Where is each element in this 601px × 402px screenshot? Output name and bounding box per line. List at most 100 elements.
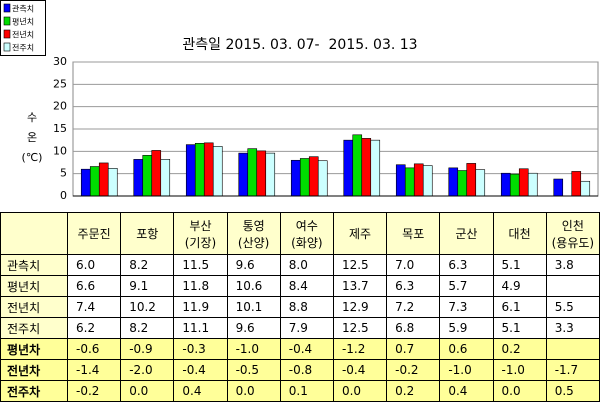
bar bbox=[89, 166, 100, 197]
bar bbox=[413, 163, 424, 197]
y-tick-label: 15 bbox=[53, 122, 67, 135]
table-row: 평년차 -0.6 -0.9 -0.3 -1.0 -0.4 -1.2 0.7 0.6 0.2 bbox=[0, 338, 601, 360]
table-cell: 6.1 bbox=[492, 296, 547, 318]
table-cell: -0.4 bbox=[173, 359, 228, 381]
table-cell bbox=[545, 275, 601, 297]
bar bbox=[518, 168, 529, 197]
bar bbox=[317, 160, 328, 197]
legend-label: 전년치 bbox=[12, 30, 34, 40]
table-cell: 8.4 bbox=[279, 275, 334, 297]
table-cell: 6.6 bbox=[66, 275, 122, 297]
table-cell: 0.4 bbox=[439, 380, 494, 402]
table-cell: 8.2 bbox=[120, 317, 175, 339]
table-cell: 전주치 bbox=[0, 317, 68, 339]
table-cell: 7.0 bbox=[386, 254, 441, 276]
table-cell: 주문진 bbox=[66, 212, 122, 255]
table-row: 전년차 -1.4 -2.0 -0.4 -0.5 -0.8 -0.4 -0.2 -1.0 -1.0-… bbox=[0, 359, 601, 381]
table-cell: -0.9 bbox=[120, 338, 175, 360]
table-cell: 제주 bbox=[332, 212, 388, 255]
y-tick-label: 20 bbox=[53, 100, 67, 113]
bar bbox=[553, 178, 564, 197]
table-cell: 6.3 bbox=[386, 275, 441, 297]
bar bbox=[107, 168, 118, 197]
y-tick-label: 30 bbox=[53, 55, 67, 68]
table-cell: -1.0 bbox=[492, 359, 547, 381]
bar bbox=[80, 168, 91, 197]
table-cell: 3.8 bbox=[545, 254, 601, 276]
table-cell: 여수 (화양) bbox=[279, 212, 334, 255]
table-row: 주문진 포항 부산 (기장) 통영 (산양) 여수 (화양) 제주 목포 군산 대천 인천 (용유… bbox=[0, 212, 601, 255]
y-tick-label: 25 bbox=[53, 77, 67, 90]
bar bbox=[151, 150, 162, 197]
chart-title: 관측일 2015. 03. 07- 2015. 03. 13 bbox=[182, 37, 417, 53]
bar bbox=[203, 142, 214, 197]
table-cell: 8.0 bbox=[279, 254, 334, 276]
bar bbox=[238, 152, 249, 197]
table-cell: -0.5 bbox=[226, 359, 281, 381]
y-tick-label: 10 bbox=[53, 144, 67, 157]
table-cell: 관측치 bbox=[0, 254, 68, 276]
table-row: 전주차 -0.2 0.0 0.4 0.0 0.1 0.0 0.2 0.4 0.0 0.5 bbox=[0, 380, 601, 402]
bar bbox=[212, 146, 223, 197]
bar bbox=[343, 139, 354, 197]
bar bbox=[466, 163, 477, 197]
chart: 관측일 2015. 03. 07- 2015. 03. 13 0 5 10 15 20 2… bbox=[0, 0, 599, 202]
table-cell: 9.1 bbox=[120, 275, 175, 297]
table-cell: 12.5 bbox=[332, 317, 388, 339]
table-row: 전주치 6.2 8.2 11.1 9.6 7.9 12.5 6.8 5.9 5.1 3.3 bbox=[0, 317, 601, 339]
legend-swatch bbox=[3, 29, 11, 39]
table-cell: 0.1 bbox=[279, 380, 334, 402]
bar bbox=[509, 173, 520, 197]
table-cell: 5.1 bbox=[492, 254, 547, 276]
table-cell: 평년치 bbox=[0, 275, 68, 297]
table-cell: 0.5 bbox=[545, 380, 601, 402]
table-cell: 군산 bbox=[439, 212, 494, 255]
bar bbox=[299, 158, 310, 197]
table-cell: 0.7 bbox=[386, 338, 441, 360]
table-cell: 12.5 bbox=[332, 254, 388, 276]
table-cell: 8.2 bbox=[120, 254, 175, 276]
bar bbox=[422, 165, 433, 197]
table-cell: 포항 bbox=[120, 212, 175, 255]
table-cell: 7.2 bbox=[386, 296, 441, 318]
table-cell: -0.2 bbox=[66, 380, 122, 402]
table-cell: 11.9 bbox=[173, 296, 228, 318]
table-cell: 전주차 bbox=[0, 380, 68, 402]
legend-label: 평년치 bbox=[12, 17, 34, 27]
bar bbox=[160, 159, 171, 197]
table-cell: 0.0 bbox=[226, 380, 281, 402]
table-cell: -1.2 bbox=[332, 338, 388, 360]
table-cell: 7.9 bbox=[279, 317, 334, 339]
table-cell: 통영 (산양) bbox=[226, 212, 281, 255]
table-cell: 3.3 bbox=[545, 317, 601, 339]
bar bbox=[133, 159, 144, 197]
bar bbox=[475, 169, 486, 197]
table-cell: 5.1 bbox=[492, 317, 547, 339]
y-tick-label: 0 bbox=[60, 189, 67, 202]
table-cell: 10.2 bbox=[120, 296, 175, 318]
table-row: 전년치 7.4 10.2 11.9 10.1 8.8 12.9 7.2 7.3 6.1 5.5 bbox=[0, 296, 601, 318]
table-cell: 목포 bbox=[386, 212, 441, 255]
table-row: 관측치 6.0 8.2 11.5 9.6 8.0 12.5 7.0 6.3 5.1 3.8 bbox=[0, 254, 601, 276]
table-cell: 5.5 bbox=[545, 296, 601, 318]
table-cell: -1.4 bbox=[66, 359, 122, 381]
bar bbox=[290, 159, 301, 197]
table-cell: 부산 (기장) bbox=[173, 212, 228, 255]
data-table: 주문진 포항 부산 (기장) 통영 (산양) 여수 (화양) 제주 목포 군산 대천 인천 (용유… bbox=[0, 212, 601, 402]
table-cell: 대천 bbox=[492, 212, 547, 255]
table-cell: -0.4 bbox=[279, 338, 334, 360]
table-cell: 12.9 bbox=[332, 296, 388, 318]
bar bbox=[265, 152, 276, 197]
bar bbox=[571, 171, 582, 197]
bar bbox=[194, 142, 205, 197]
table-cell: -2.0 bbox=[120, 359, 175, 381]
table-cell: -1.0 bbox=[226, 338, 281, 360]
table-cell: 6.3 bbox=[439, 254, 494, 276]
table-cell: 6.2 bbox=[66, 317, 122, 339]
table-cell: -1.0 bbox=[439, 359, 494, 381]
table-cell: -0.2 bbox=[386, 359, 441, 381]
table-cell: 10.6 bbox=[226, 275, 281, 297]
table-cell: 9.6 bbox=[226, 317, 281, 339]
bar bbox=[580, 180, 591, 197]
table-row: 평년치 6.6 9.1 11.8 10.6 8.4 13.7 6.3 5.7 4.9 bbox=[0, 275, 601, 297]
